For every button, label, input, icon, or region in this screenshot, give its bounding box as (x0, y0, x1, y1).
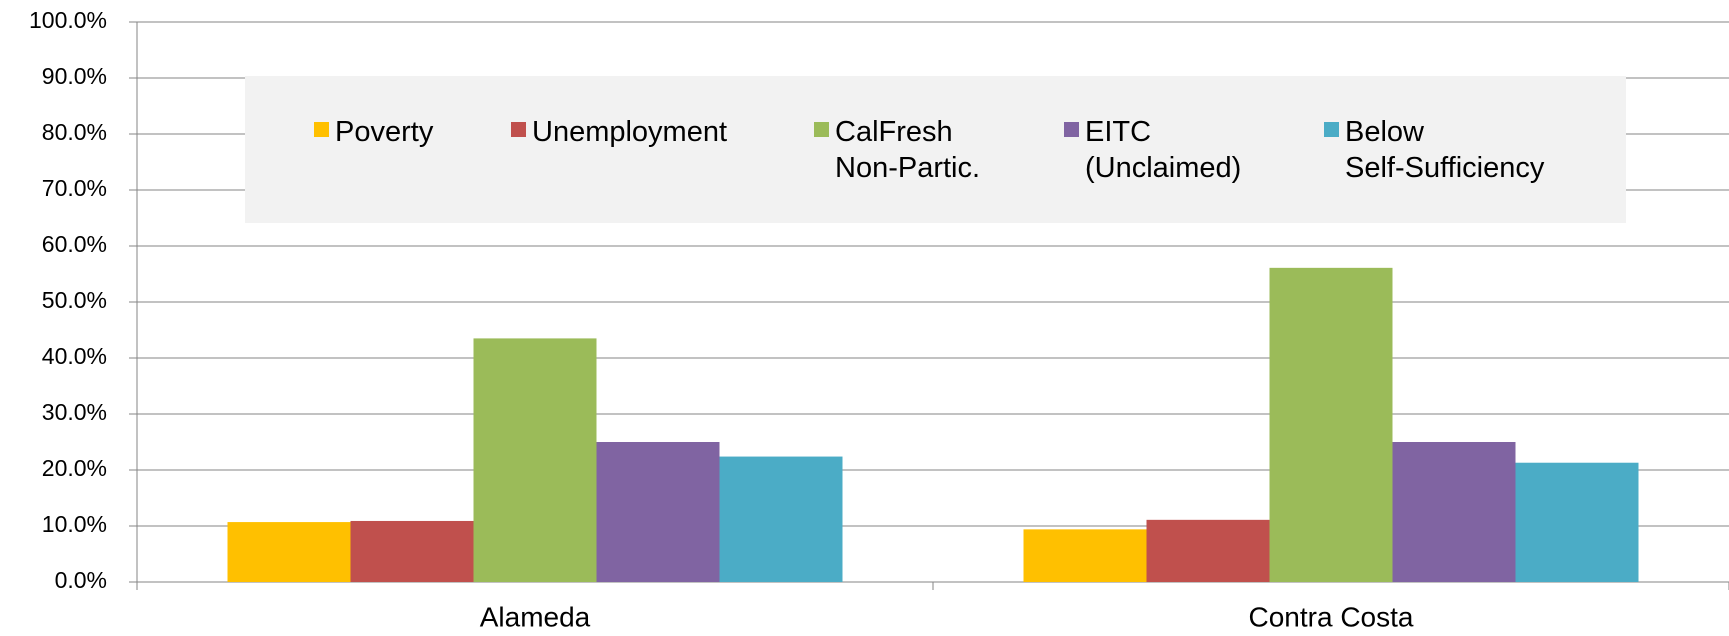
bar (473, 338, 597, 582)
bar (1146, 519, 1270, 582)
bar (350, 520, 474, 582)
legend: Poverty Unemployment CalFresh Non-Partic. E… (245, 76, 1626, 223)
legend-entry: EITC (Unclaimed) (1064, 114, 1241, 186)
x-tick-label: Alameda (480, 601, 591, 632)
legend-label: Poverty (335, 116, 434, 148)
y-tick-label: 90.0% (42, 63, 107, 89)
legend-label: Below Self-Sufficiency (1345, 116, 1545, 184)
y-tick-label: 50.0% (42, 287, 107, 313)
legend-entry: CalFresh Non-Partic. (814, 114, 980, 186)
legend-swatch (511, 122, 526, 137)
bar (1515, 462, 1639, 582)
bar (1023, 529, 1147, 582)
legend-entry: Poverty (314, 114, 433, 150)
legend-entry: Below Self-Sufficiency (1324, 114, 1544, 186)
y-tick-label: 70.0% (42, 175, 107, 201)
legend-entry: Unemployment (511, 114, 727, 150)
y-tick-label: 20.0% (42, 455, 107, 481)
y-tick-label: 100.0% (29, 7, 107, 33)
y-tick-label: 80.0% (42, 119, 107, 145)
x-tick-label: Contra Costa (1249, 601, 1414, 632)
y-tick-label: 40.0% (42, 343, 107, 369)
bar (1269, 267, 1393, 582)
bar (719, 456, 843, 582)
legend-swatch (814, 122, 829, 137)
bar (1392, 442, 1516, 582)
bar (227, 522, 351, 582)
y-tick-label: 60.0% (42, 231, 107, 257)
legend-swatch (1324, 122, 1339, 137)
y-tick-label: 30.0% (42, 399, 107, 425)
y-tick-label: 0.0% (55, 567, 107, 593)
legend-label: EITC (Unclaimed) (1085, 116, 1242, 184)
bar (596, 442, 720, 582)
legend-label: CalFresh Non-Partic. (835, 116, 981, 184)
legend-swatch (1064, 122, 1079, 137)
y-tick-label: 10.0% (42, 511, 107, 537)
legend-swatch (314, 122, 329, 137)
legend-label: Unemployment (532, 116, 728, 148)
